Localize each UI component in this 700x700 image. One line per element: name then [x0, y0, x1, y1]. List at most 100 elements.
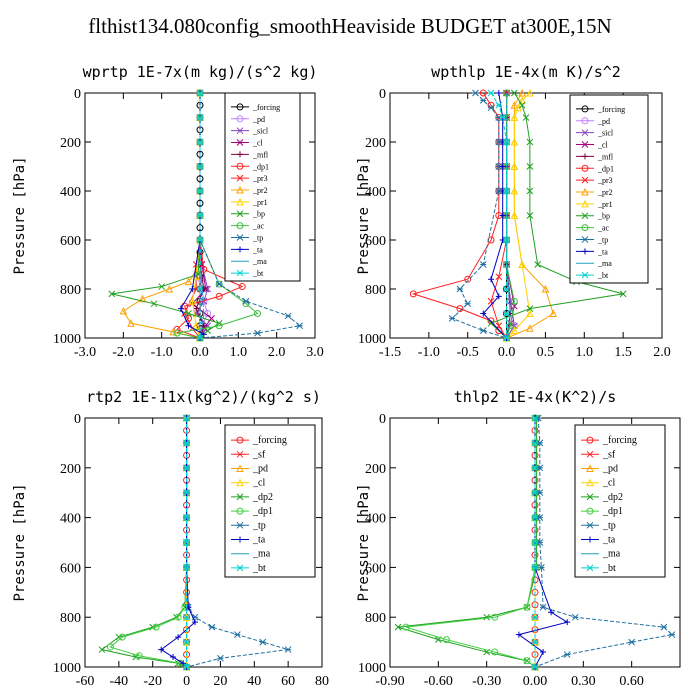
data-point	[127, 319, 135, 327]
x-tick-label: 2.0	[268, 345, 286, 360]
data-point	[448, 315, 456, 322]
legend-item-ma: _ma	[231, 257, 267, 266]
data-point	[495, 90, 502, 96]
data-point	[196, 89, 204, 97]
legend-label: _dp1	[252, 506, 273, 517]
data-point	[192, 619, 199, 626]
data-point	[215, 292, 223, 300]
data-point	[523, 657, 531, 665]
x-tick-label: 0.60	[619, 674, 644, 689]
data-point	[215, 322, 223, 330]
y-tick-label: 600	[60, 234, 81, 249]
legend-label: _forcing	[252, 435, 287, 446]
data-point	[531, 663, 539, 671]
data-point	[192, 321, 200, 330]
x-tick-label: 0.30	[571, 674, 596, 689]
data-point	[409, 290, 417, 298]
data-point	[183, 564, 190, 571]
y-tick-label: 1000	[358, 661, 386, 676]
legend-marker	[237, 151, 243, 158]
legend-item-pr1: _pr1	[576, 199, 613, 209]
data-point	[196, 163, 204, 170]
data-point	[479, 89, 487, 97]
legend-item-pr3: _pr3	[231, 174, 268, 183]
series-line-dp2	[100, 418, 188, 668]
x-tick-label: 1.0	[576, 345, 594, 360]
data-point	[170, 654, 177, 661]
series-bt	[196, 89, 204, 342]
data-point	[541, 284, 550, 293]
data-point	[217, 654, 224, 662]
legend-item-ta: _ta	[581, 535, 616, 546]
y-tick-label: 800	[60, 611, 81, 626]
x-tick-label: -2.0	[112, 345, 134, 360]
legend-marker	[581, 224, 589, 232]
data-point	[540, 649, 547, 656]
y-axis-label: Pressure [hPa]	[12, 483, 28, 601]
legend-marker	[581, 187, 589, 196]
legend-marker	[581, 212, 589, 220]
y-axis-label: Pressure [hPa]	[12, 156, 28, 274]
legend-marker	[236, 521, 244, 529]
legend-item-pd: _pd	[576, 117, 610, 126]
legend-item-cl: _cl	[581, 478, 615, 489]
legend-label: _cl	[252, 139, 264, 148]
x-tick-label: 0.0	[498, 345, 516, 360]
legend-item-bt: _bt	[231, 269, 264, 278]
legend-label: _bt	[252, 269, 264, 278]
legend-label: _ta	[252, 245, 263, 254]
y-tick-label: 0	[74, 412, 81, 427]
x-tick-label: 0.00	[523, 674, 548, 689]
series-dp2	[394, 414, 540, 671]
data-point	[464, 275, 472, 283]
legend-marker	[236, 436, 244, 444]
data-point	[495, 273, 503, 281]
legend-label: _ma	[252, 257, 267, 266]
x-tick-label: 0	[183, 674, 190, 689]
legend-label: _sf	[252, 449, 266, 460]
legend-item-dp1: _dp1	[581, 506, 623, 517]
chart-title: wprtp 1E-7x(m kg)/(s^2 kg)	[83, 63, 318, 81]
legend-label: _mfl	[597, 152, 614, 161]
legend-label: _cl	[602, 478, 615, 489]
legend-item-tp: _tp	[581, 520, 616, 531]
legend-item-dp2: _dp2	[231, 492, 273, 503]
legend-label: _ta	[252, 535, 266, 546]
legend-label: _bt	[602, 563, 616, 574]
legend-label: _dp1	[597, 164, 614, 173]
x-tick-label: -0.30	[472, 674, 501, 689]
legend-item-forcing: _forcing	[581, 435, 637, 446]
y-tick-label: 0	[379, 412, 386, 427]
data-point	[503, 138, 510, 146]
x-tick-label: -20	[143, 674, 162, 689]
data-point	[200, 322, 207, 329]
legend-label: _pr1	[597, 200, 613, 209]
legend-item-dp1: _dp1	[231, 162, 269, 171]
legend-item-tp: _tp	[231, 520, 266, 531]
legend-label: _sicl	[252, 127, 269, 136]
legend-marker	[236, 450, 244, 458]
chart-rtp2: rtp2 1E-11x(kg^2)/(kg^2 s) Pressure [hPa]…	[12, 388, 329, 689]
data-point	[483, 613, 491, 621]
x-tick-label: -1.0	[151, 345, 173, 360]
data-point	[531, 638, 539, 646]
data-point	[196, 334, 204, 342]
legend-label: _bt	[597, 271, 609, 280]
data-point	[200, 297, 208, 305]
legend-label: _bt	[252, 563, 266, 574]
legend-marker	[236, 234, 244, 241]
legend-marker	[236, 115, 244, 123]
legend: _forcing _pd _sicl _cl _mfl _dp1 _pr3 _pr2 _pr1 _…	[224, 92, 301, 282]
data-point	[158, 283, 166, 290]
plot-frame	[84, 417, 323, 668]
legend-label: _pr3	[597, 176, 613, 185]
data-point	[531, 613, 539, 621]
data-point	[238, 283, 246, 291]
data-point	[479, 261, 487, 268]
data-point	[180, 660, 187, 667]
series-dp1	[409, 89, 511, 342]
data-point	[204, 327, 212, 335]
legend-item-sf: _sf	[581, 449, 616, 460]
data-point	[526, 309, 534, 317]
legend-label: _ma	[602, 549, 621, 560]
